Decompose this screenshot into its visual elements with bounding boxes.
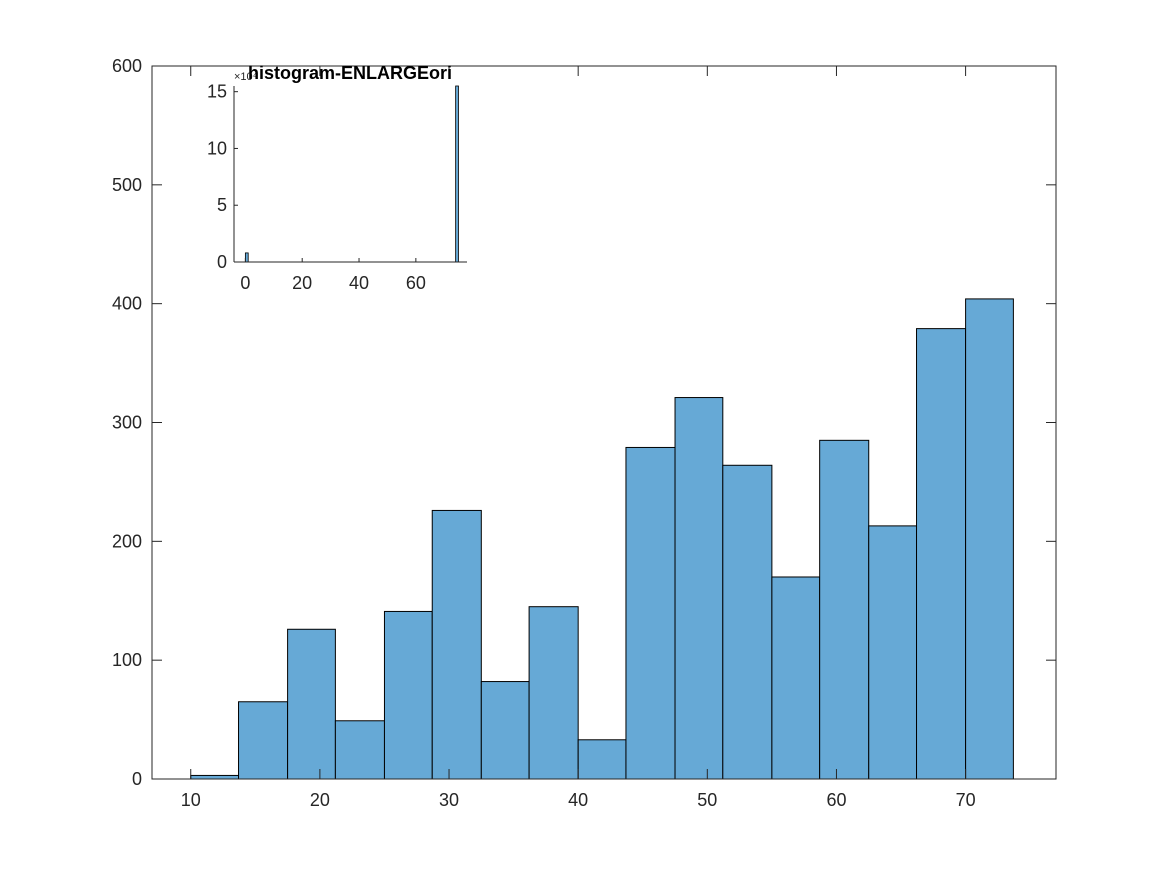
main-x-tick-label: 20 [310, 790, 330, 810]
main-bar [868, 525, 918, 780]
inset-title: histogram-ENLARGEori [248, 63, 452, 83]
main-bar [625, 446, 676, 780]
main-bar [480, 681, 530, 780]
inset-y-tick-label: 10 [207, 138, 227, 158]
inset-ticks: 0 20 40 60 0 5 10 15 [207, 82, 426, 293]
inset-plot-area [234, 86, 467, 262]
inset-y-tick-label: 0 [217, 252, 227, 272]
main-bar [916, 328, 967, 780]
main-bar [722, 464, 773, 780]
inset-x-tick-label: 20 [292, 273, 312, 293]
main-bar [674, 397, 724, 780]
main-bar [577, 739, 627, 780]
main-bar [771, 576, 821, 780]
inset-y-tick-label: 5 [217, 195, 227, 215]
main-bar [287, 628, 336, 780]
main-bar [190, 774, 240, 780]
inset-axes: 0 20 40 60 0 5 10 15 ×10⁴ histogram-ENLARGEori [207, 63, 467, 293]
main-bar [819, 439, 870, 780]
main-x-tick-label: 50 [697, 790, 717, 810]
main-y-tick-label: 100 [112, 650, 142, 670]
inset-x-tick-label: 60 [406, 273, 426, 293]
main-x-tick-label: 40 [568, 790, 588, 810]
inset-exponent-label: ×10⁴ [234, 71, 258, 83]
main-bar [334, 720, 385, 780]
inset-y-tick-label: 15 [207, 82, 227, 102]
main-bar [431, 509, 482, 780]
inset-bar [455, 85, 459, 263]
inset-x-tick-label: 40 [349, 273, 369, 293]
main-x-tick-label: 10 [181, 790, 201, 810]
main-x-tick-label: 70 [956, 790, 976, 810]
main-bars [190, 298, 1014, 780]
main-bar [528, 606, 579, 780]
main-y-tick-label: 600 [112, 56, 142, 76]
main-bar [965, 298, 1014, 780]
main-x-tick-label: 30 [439, 790, 459, 810]
inset-x-tick-label: 0 [240, 273, 250, 293]
main-y-tick-label: 400 [112, 294, 142, 314]
main-y-tick-label: 0 [132, 769, 142, 789]
main-y-tick-label: 200 [112, 531, 142, 551]
main-y-tick-label: 500 [112, 175, 142, 195]
main-x-tick-label: 60 [826, 790, 846, 810]
main-bar [238, 701, 289, 780]
main-y-tick-label: 300 [112, 413, 142, 433]
main-bar [383, 610, 433, 780]
